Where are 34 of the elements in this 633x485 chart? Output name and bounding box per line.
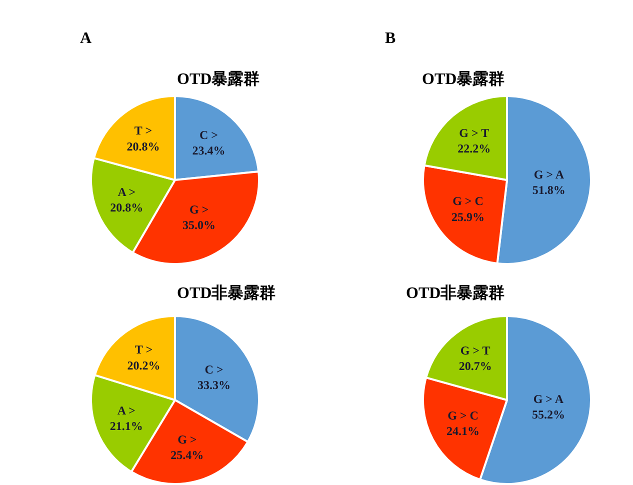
data-label: 25.4% [170,448,204,462]
data-label: 20.2% [127,358,160,372]
data-label: 23.4% [192,144,226,158]
data-label: 22.2% [458,142,491,156]
data-label: 33.3% [197,378,230,392]
slice-label: T > [134,342,153,357]
data-label: 20.8% [126,139,160,154]
slice-label: G > T [460,344,490,358]
slice-label: T > [134,124,152,138]
data-label: 51.8% [532,183,566,198]
slice-label: G > A [533,392,564,406]
data-label: 20.7% [458,359,492,374]
slice-label: A > [118,185,136,200]
slice-label: C > [204,362,224,377]
slice-label: G > [178,432,197,447]
chart-title: OTD暴露群 [422,70,505,88]
data-label: 20.8% [110,200,144,215]
slice-label: A > [117,404,136,418]
slice-label: C > [199,128,218,142]
slice-label: G > C [452,194,484,208]
chart-title: OTD非暴露群 [177,284,276,302]
data-label: 55.2% [532,408,565,422]
chart-title: OTD暴露群 [177,70,260,88]
slice-label: G > C [448,408,478,422]
data-label: 24.1% [446,424,480,438]
data-label: 21.1% [110,419,143,434]
slice-label: G > [189,202,209,217]
data-label: 25.9% [451,210,484,224]
data-label: 35.0% [182,218,216,232]
slice-label: G > T [459,126,490,140]
text: A [80,30,92,47]
text: B [385,30,396,47]
chart-title: OTD非暴露群 [406,284,505,302]
slice-label: G > A [534,168,564,182]
